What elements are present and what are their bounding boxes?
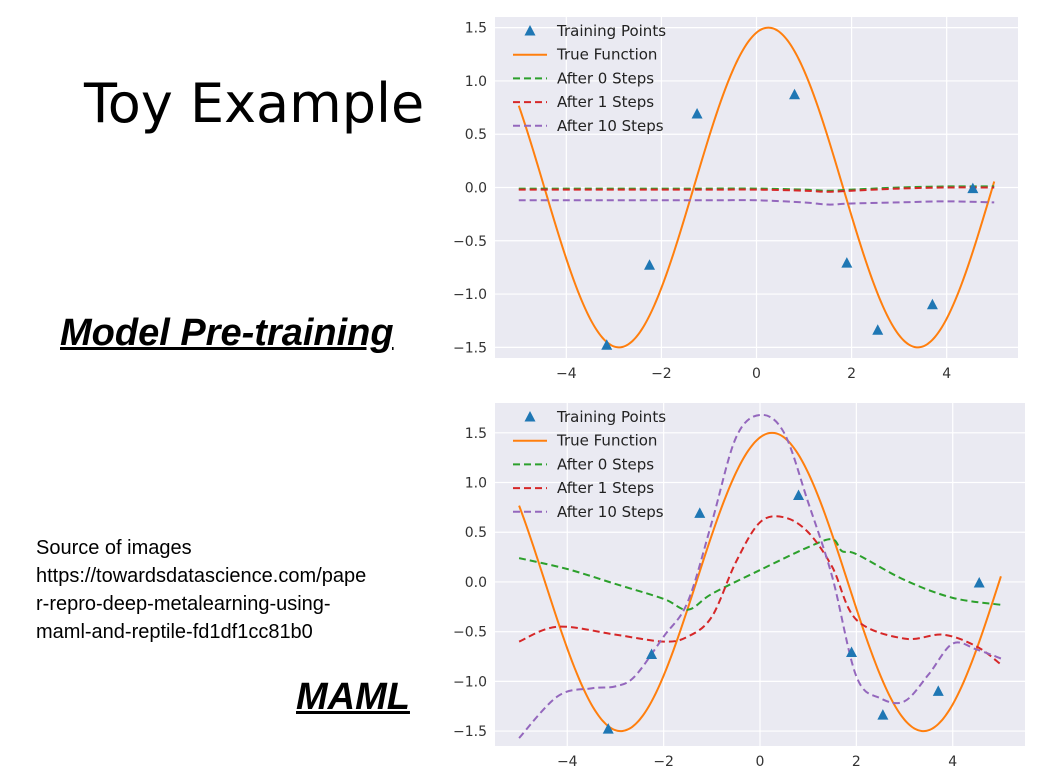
x-tick-label: −2 <box>653 754 674 770</box>
series-line-after-1-steps <box>518 186 995 193</box>
x-tick-label: 4 <box>948 754 957 770</box>
chart-pretraining: −4 −2 0 2 4 −1.5 −1.0 −0.5 0.0 0.5 1.0 1.5 Training … <box>453 17 1018 382</box>
y-tick-label: 0.5 <box>465 525 487 541</box>
y-tick-label: −1.0 <box>453 674 487 690</box>
y-tick-label: 1.0 <box>465 476 487 492</box>
training-point <box>694 507 706 518</box>
series-line-after-10-steps <box>518 199 995 206</box>
series-line-after-0-steps <box>518 185 995 192</box>
y-tick-label: −1.0 <box>453 287 487 303</box>
series-line-after-1-steps <box>518 515 1002 666</box>
series-line-after-0-steps <box>518 538 1002 611</box>
training-point <box>789 88 801 100</box>
training-point <box>973 576 985 588</box>
legend-label: After 10 Steps <box>557 503 664 521</box>
x-tick-label: 2 <box>852 754 861 770</box>
chart-maml: −4 −2 0 2 4 −1.5 −1.0 −0.5 0.0 0.5 1.0 1.5 Training … <box>453 403 1025 770</box>
maml-label: MAML <box>296 676 410 718</box>
y-tick-label: 0.5 <box>465 127 487 143</box>
training-point <box>602 723 614 734</box>
legend-label: After 1 Steps <box>557 93 654 111</box>
x-tick-label: 4 <box>942 366 951 382</box>
true-function-line <box>517 26 996 349</box>
y-tick-label: 1.0 <box>465 74 487 90</box>
y-tick-label: −1.5 <box>453 340 487 356</box>
source-line: Source of images <box>36 537 192 559</box>
y-tick-label: 1.5 <box>465 426 487 442</box>
source-url-line: r-repro-deep-metalearning-using- <box>36 593 331 615</box>
training-point <box>691 107 703 119</box>
series-group <box>517 26 996 350</box>
legend-label: Training Points <box>556 22 666 40</box>
x-tick-label: −4 <box>556 366 577 382</box>
y-tick-label: −0.5 <box>453 625 487 641</box>
y-tick-label: 1.5 <box>465 21 487 37</box>
y-tick-label: −1.5 <box>453 724 487 740</box>
true-function-line <box>518 431 1002 733</box>
legend-marker-training-points <box>524 411 536 422</box>
x-tick-label: −4 <box>557 754 578 770</box>
y-tick-label: 0.0 <box>465 181 487 197</box>
x-tick-label: 2 <box>847 366 856 382</box>
training-point <box>841 257 853 268</box>
legend-label: Training Points <box>556 408 666 426</box>
x-tick-label: −2 <box>651 366 672 382</box>
legend-marker-training-points <box>524 25 536 36</box>
training-point <box>846 646 858 658</box>
slide-title: Toy Example <box>84 72 425 135</box>
source-url-line: maml-and-reptile-fd1df1cc81b0 <box>36 621 313 643</box>
x-tick-label: 0 <box>752 366 761 382</box>
training-point <box>872 324 884 335</box>
training-point <box>601 339 613 350</box>
training-point <box>932 685 944 696</box>
y-tick-label: −0.5 <box>453 234 487 250</box>
legend-label: After 0 Steps <box>557 455 654 473</box>
legend-label: After 10 Steps <box>557 117 664 135</box>
training-point <box>967 182 979 194</box>
source-url-line: https://towardsdatascience.com/pape <box>36 565 367 587</box>
legend-label: True Function <box>556 46 657 64</box>
legend-label: After 1 Steps <box>557 479 654 497</box>
x-tick-label: 0 <box>756 754 765 770</box>
training-point <box>793 489 805 500</box>
training-point <box>926 298 938 310</box>
pretraining-label: Model Pre-training <box>60 312 394 354</box>
series-line-after-10-steps <box>518 413 1002 739</box>
y-tick-label: 0.0 <box>465 575 487 591</box>
training-point <box>877 709 889 720</box>
training-point <box>646 648 658 660</box>
source-text: Source of images https://towardsdatascie… <box>36 534 456 646</box>
legend-label: True Function <box>556 432 657 450</box>
series-group <box>518 413 1002 739</box>
training-point <box>644 259 656 270</box>
legend-label: After 0 Steps <box>557 69 654 87</box>
